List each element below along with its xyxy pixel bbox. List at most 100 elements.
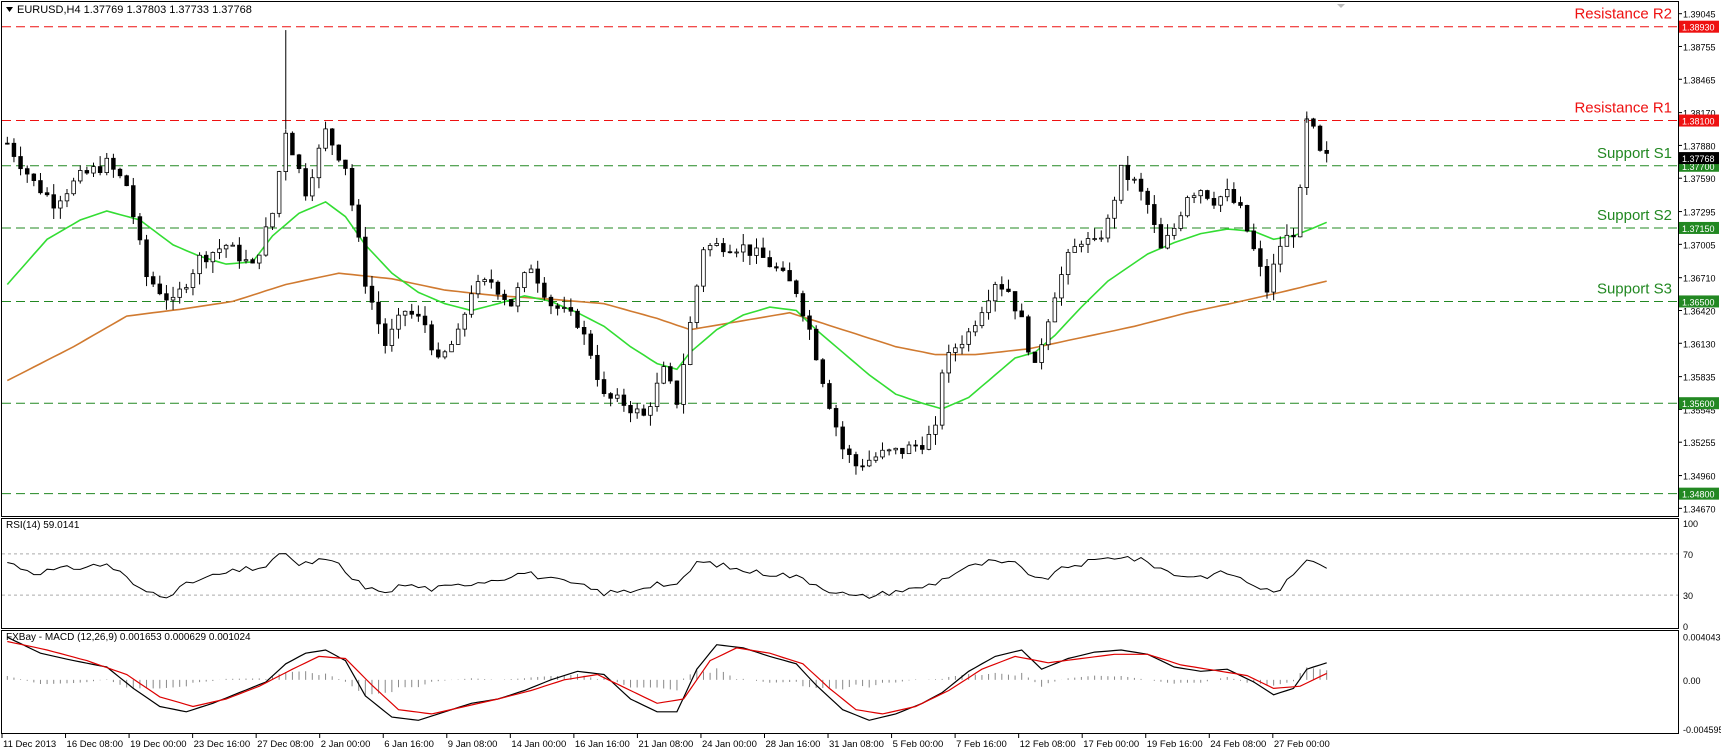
candle-body-193 [1284,234,1290,247]
candle-165 [1099,230,1104,242]
candle-body-186 [1238,202,1243,206]
candle-body-56 [376,301,381,325]
level-name-0: Resistance R2 [1574,6,1672,23]
candle-body-135 [900,447,905,455]
candle-body-26 [177,288,182,298]
candle-body-188 [1251,230,1256,250]
candle-body-167 [1112,199,1117,219]
candle-153 [1019,303,1024,318]
candle-body-161 [1072,246,1077,253]
candle-body-71 [475,281,481,295]
candle-118 [787,262,792,282]
candle-24 [164,285,169,310]
level-price-tag-4 [1679,295,1719,308]
candle-38 [257,254,262,270]
candle-body-64 [429,324,434,351]
candle-97 [648,402,653,426]
candle-103 [687,316,693,366]
candle-body-57 [383,323,388,346]
candle-40 [270,212,275,231]
candle-body-68 [455,328,461,345]
candle-body-124 [827,383,832,409]
candle-113 [754,238,759,264]
time-tick-10: 21 Jan 08:00 [638,739,693,750]
candle-body-40 [270,212,275,228]
candle-body-128 [853,454,859,467]
candle-18 [124,174,129,187]
candle-body-103 [687,322,693,365]
candle-169 [1125,155,1131,191]
candle-body-28 [190,273,196,288]
macd-tick-1: 0.00 [1683,676,1701,686]
collapse-triangle-icon[interactable] [6,7,13,12]
candle-131 [873,452,879,463]
candle-body-117 [780,267,786,271]
time-tick-9: 16 Jan 16:00 [575,739,630,750]
candle-body-181 [1205,190,1210,199]
candle-body-152 [1012,291,1018,312]
candle-135 [900,447,905,459]
candle-body-106 [707,245,713,251]
candle-11 [78,165,83,184]
candle-body-38 [257,254,262,264]
candle-151 [1006,279,1011,293]
candle-144 [959,335,965,355]
candle-78 [522,271,527,293]
candle-body-83 [555,305,560,309]
candle-body-7 [51,194,56,209]
candle-105 [701,247,706,293]
candle-101 [674,380,680,409]
candle-48 [323,121,328,152]
level-labels: Resistance R2 1.38930 Resistance R1 1.38100… [1574,6,1719,500]
candle-92 [615,388,620,403]
candle-body-112 [747,244,753,256]
candle-body-49 [329,128,335,146]
level-price-3: 1.37150 [1682,224,1715,234]
candle-119 [794,279,799,298]
candle-body-14 [97,166,103,173]
candle-82 [548,294,554,315]
candle-body-127 [847,448,852,455]
candle-body-96 [641,408,647,416]
candle-body-76 [508,299,514,307]
ma-fast-line [6,200,1328,410]
level-price-tag-6 [1679,487,1719,500]
time-tick-18: 19 Feb 16:00 [1147,739,1203,750]
candle-5 [38,172,43,195]
candle-body-94 [628,405,633,414]
candle-body-192 [1278,245,1283,265]
candle-180 [1198,189,1203,204]
candle-body-32 [217,248,222,253]
candle-147 [979,306,985,329]
candle-body-39 [263,226,269,256]
candle-body-89 [595,354,600,380]
candle-body-17 [117,168,123,177]
candle-34 [230,242,235,247]
level-name-2: Support S1 [1597,145,1672,162]
candle-body-149 [992,284,998,302]
candle-body-189 [1258,248,1263,267]
ma-slow-line [6,272,1327,382]
macd-signal-line [7,640,1327,715]
candle-body-84 [562,307,567,309]
candle-65 [436,342,441,359]
price-tick-8: 1.36710 [1683,274,1716,284]
candle-110 [734,248,739,258]
candle-53 [356,199,361,242]
scroll-marker-icon[interactable] [1337,4,1345,8]
candle-85 [568,298,574,316]
candle-body-131 [873,456,879,461]
candle-88 [588,330,593,359]
candle-body-5 [38,180,43,194]
candle-22 [150,271,156,288]
candle-body-162 [1079,243,1084,248]
candle-100 [668,362,673,384]
time-tick-12: 28 Jan 16:00 [765,739,820,750]
candle-137 [913,439,918,452]
candle-body-88 [588,333,593,356]
candle-45 [303,163,308,201]
price-pane-frame [1,1,1679,517]
level-price-tag-3 [1679,221,1719,234]
candle-190 [1264,258,1270,299]
